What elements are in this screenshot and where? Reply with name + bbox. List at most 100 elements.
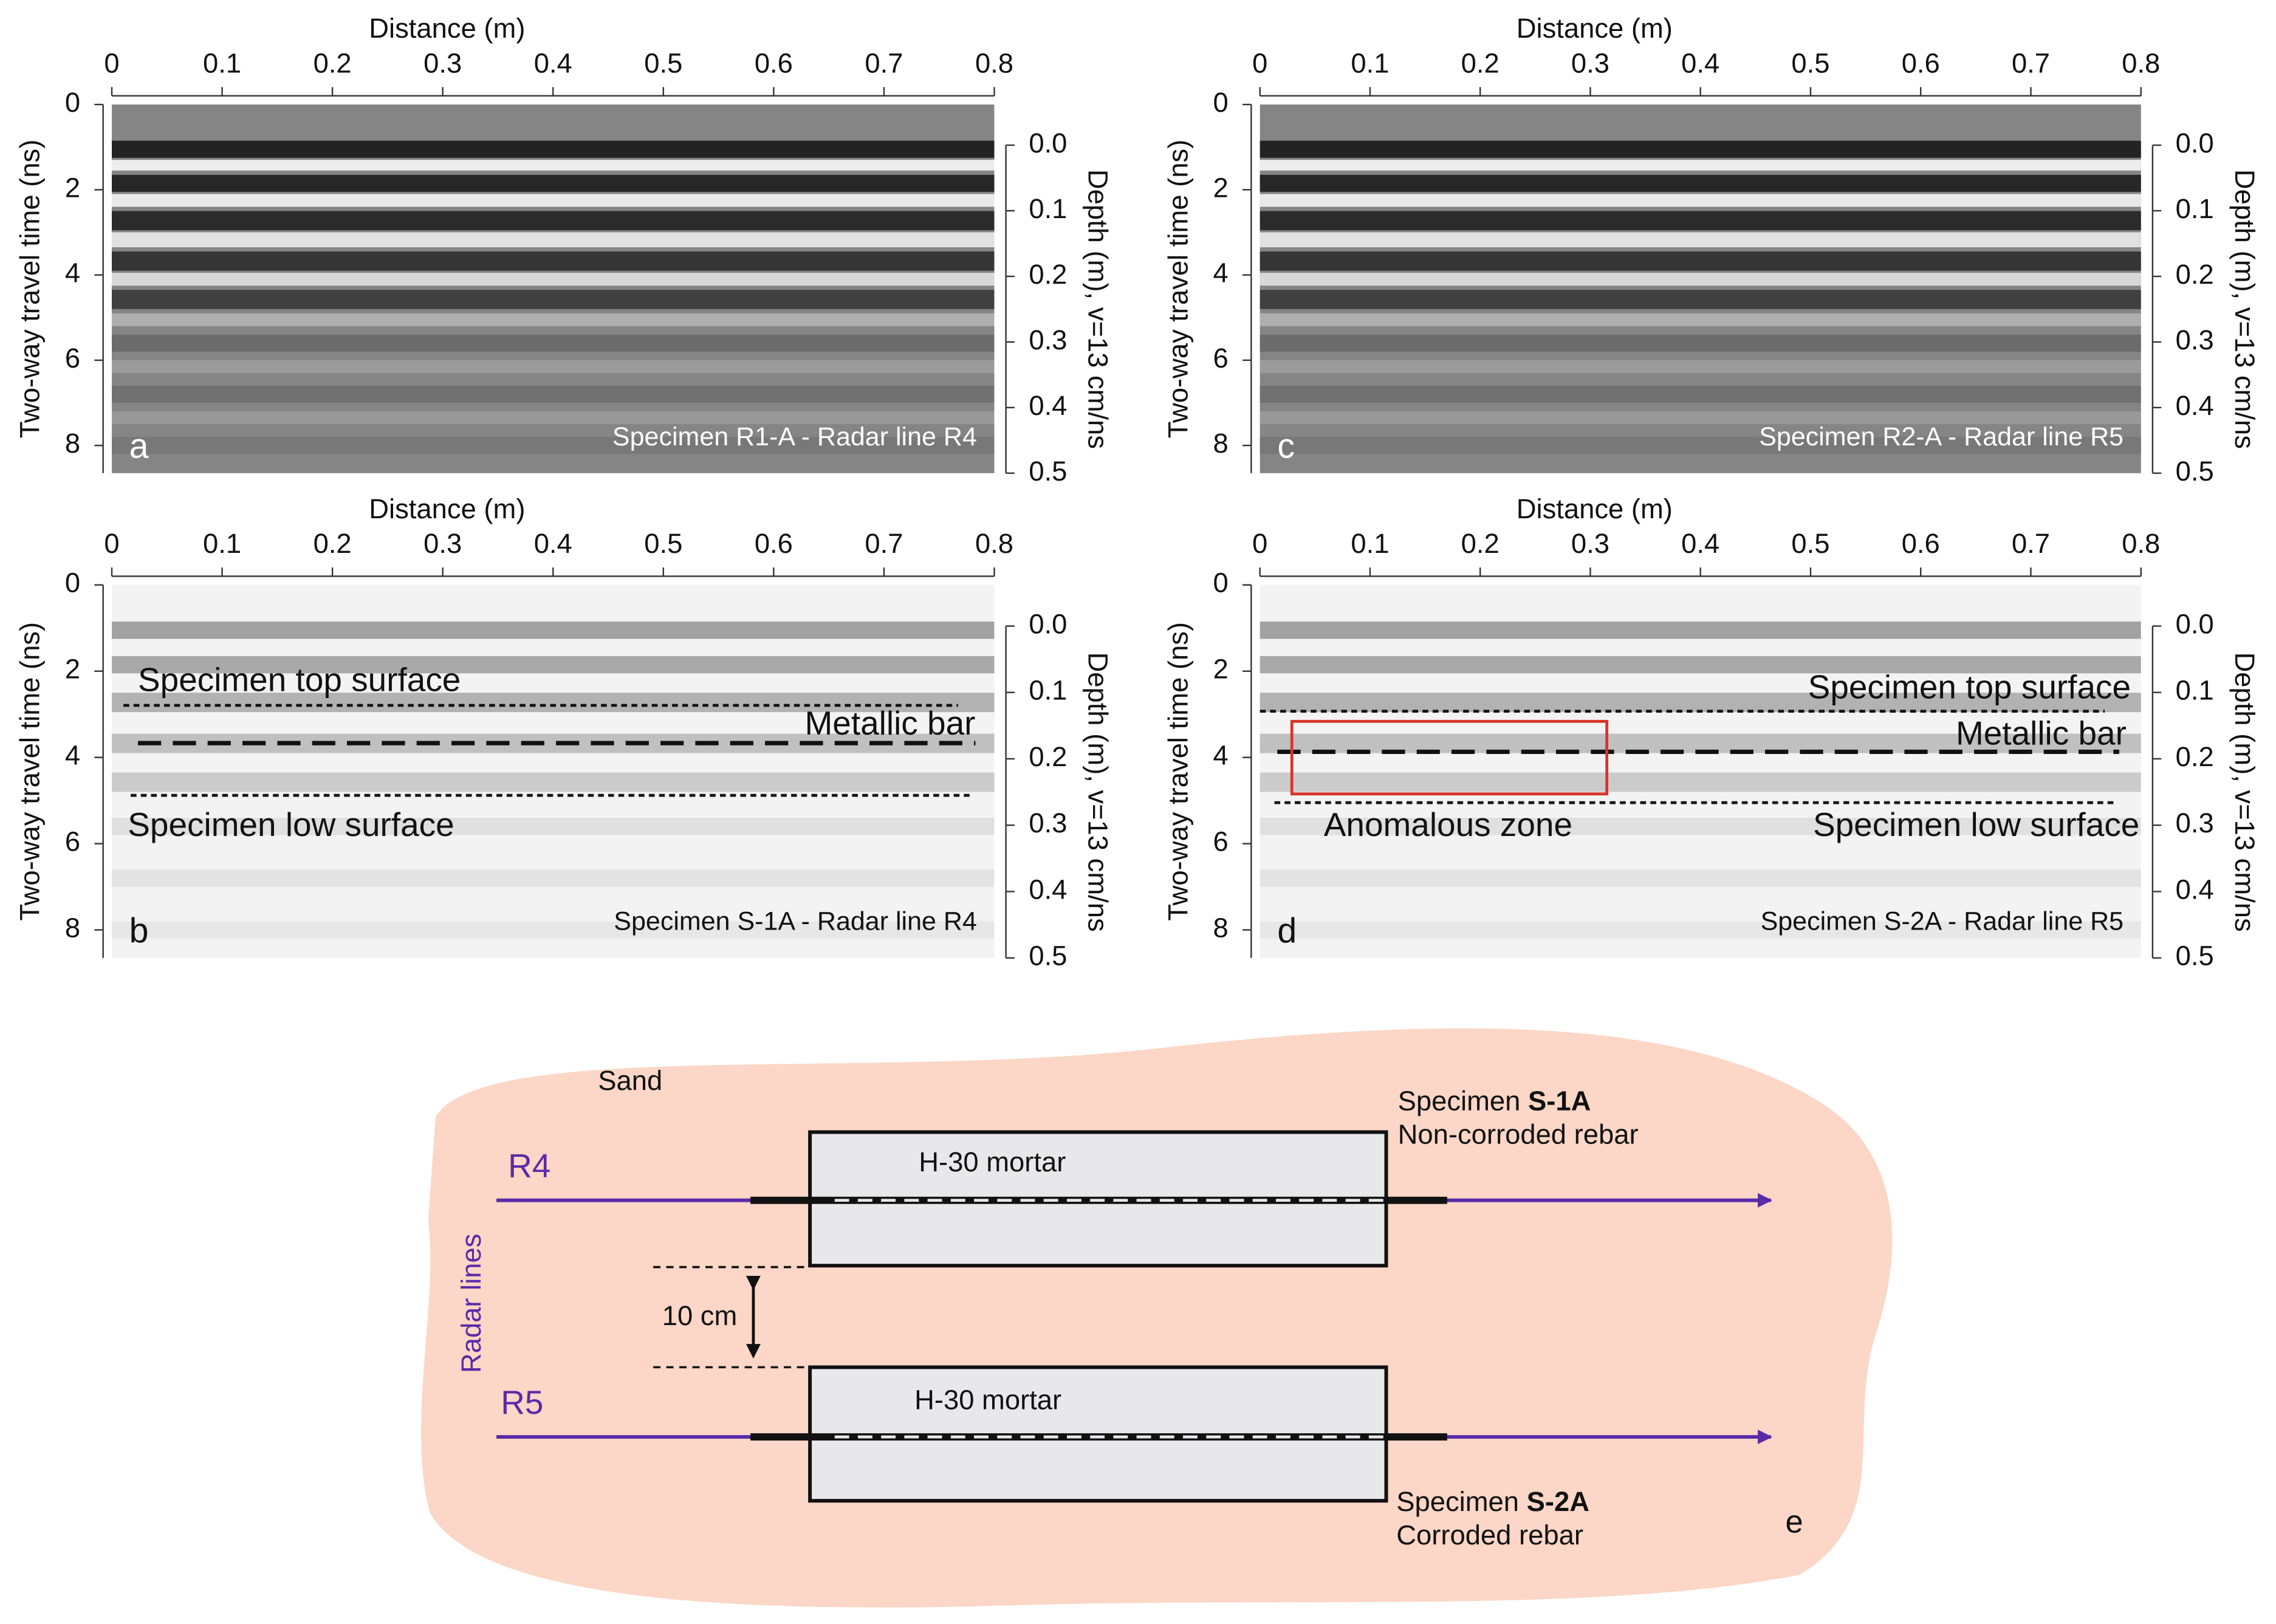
x-tick-label: 0 (104, 528, 119, 559)
reflection-band (112, 656, 995, 674)
reflection-band (112, 411, 995, 425)
radargram-image (1260, 584, 2141, 958)
y-tick-label: 2 (1213, 654, 1229, 685)
reflection-band (112, 194, 995, 207)
y2-tick-label: 0.5 (1029, 456, 1067, 487)
reflection-band (1260, 232, 2141, 248)
reflection-band (1260, 174, 2141, 192)
y-tick-label: 4 (1213, 258, 1229, 289)
annotation: Specimen low surface (1813, 806, 2139, 843)
y2-tick-label: 0.4 (1029, 390, 1067, 421)
y2-tick-label: 0.1 (2176, 675, 2214, 706)
reflection-band (112, 273, 995, 286)
reflection-band (112, 693, 995, 713)
specimen-id: S-2A (1527, 1486, 1589, 1517)
reflection-band (112, 232, 995, 248)
y2-tick-label: 0.1 (1029, 675, 1067, 706)
y-tick-label: 8 (65, 913, 80, 944)
y2-tick-label: 0.3 (2176, 807, 2214, 838)
reflection-band (112, 313, 995, 326)
x-tick-label: 0.6 (755, 47, 793, 78)
y2-tick-label: 0.0 (2176, 608, 2214, 639)
reflection-band (112, 385, 995, 403)
specimen-label: Specimen S-2A (1396, 1486, 1589, 1517)
y2-tick-label: 0.2 (2176, 741, 2214, 772)
reflection-band (1260, 334, 2141, 352)
y-tick-label: 8 (65, 428, 80, 459)
specimen-id: S-1A (1528, 1086, 1591, 1117)
x-tick-label: 0.2 (1461, 47, 1500, 78)
reflection-band (112, 437, 995, 454)
reflection-band (1260, 437, 2141, 454)
panel-label: a (129, 427, 149, 465)
y-axis-title: Two-way travel time (ns) (1162, 140, 1193, 439)
radargram-panel: 0 0.1 0.2 0.3 0.4 0.5 0.6 0.7 0.8 Distance (m) 0 2 4… (1162, 493, 2260, 971)
reflection-band (1260, 772, 2141, 792)
x-tick-label: 0.3 (1571, 47, 1609, 78)
x-tick-label: 0.3 (1571, 528, 1609, 559)
reflection-band (1260, 273, 2141, 286)
reflection-band (112, 140, 995, 158)
x-tick-label: 0.3 (423, 528, 462, 559)
reflection-band (112, 174, 995, 192)
y2-tick-label: 0.4 (1029, 874, 1067, 905)
x-tick-label: 0.8 (975, 528, 1013, 559)
x-tick-label: 0.4 (534, 47, 572, 78)
y-tick-label: 2 (65, 172, 80, 203)
reflection-band (1260, 656, 2141, 674)
panel-caption: Specimen S-2A - Radar line R5 (1761, 907, 2124, 936)
y2-axis-title: Depth (m), v=13 cm/ns (2229, 170, 2260, 449)
x-tick-label: 0.5 (644, 47, 682, 78)
x-tick-label: 0.2 (1461, 528, 1500, 559)
x-tick-label: 0.2 (314, 528, 352, 559)
y-tick-label: 6 (1213, 343, 1229, 374)
setup-diagram: Sand H-30 mortar H-30 mortar R4 R5 Radar… (420, 1028, 1893, 1608)
x-axis-title: Distance (m) (1517, 13, 1673, 44)
y2-tick-label: 0.5 (2176, 940, 2214, 971)
y2-tick-label: 0.0 (2176, 128, 2214, 159)
y2-tick-label: 0.5 (1029, 940, 1067, 971)
x-tick-label: 0.7 (865, 47, 903, 78)
y-tick-label: 0 (65, 87, 80, 118)
x-tick-label: 0.1 (1351, 528, 1389, 559)
radargram-image (112, 584, 995, 958)
y-tick-label: 8 (1213, 428, 1229, 459)
y-tick-label: 0 (1213, 567, 1229, 598)
panel-label: e (1785, 1504, 1803, 1540)
reflection-band (112, 334, 995, 352)
y-tick-label: 0 (65, 567, 80, 598)
y2-tick-label: 0.4 (2176, 390, 2214, 421)
reflection-band (1260, 160, 2141, 171)
reflection-band (1260, 818, 2141, 835)
panel-label: c (1277, 427, 1295, 465)
y2-tick-label: 0.1 (2176, 193, 2214, 224)
x-tick-label: 0.4 (1681, 528, 1719, 559)
line-label: R4 (508, 1147, 550, 1185)
y-tick-label: 4 (65, 740, 80, 771)
x-tick-label: 0.6 (1902, 47, 1940, 78)
y2-tick-label: 0.2 (2176, 259, 2214, 290)
reflection-band (1260, 693, 2141, 713)
y2-axis-title: Depth (m), v=13 cm/ns (1083, 652, 1114, 931)
x-tick-label: 0 (1252, 47, 1267, 78)
anomaly-box (1290, 719, 1609, 796)
panel-caption: Specimen R1-A - Radar line R4 (612, 422, 977, 451)
x-tick-label: 0.8 (2122, 528, 2160, 559)
reflection-band (112, 360, 995, 373)
y2-tick-label: 0.0 (1029, 128, 1067, 159)
x-tick-label: 0 (104, 47, 119, 78)
x-tick-label: 0.8 (975, 47, 1013, 78)
y-axis-title: Two-way travel time (ns) (15, 622, 46, 921)
x-tick-label: 0.6 (1902, 528, 1940, 559)
x-tick-label: 0.5 (644, 528, 682, 559)
reflection-band (112, 818, 995, 835)
y2-tick-label: 0.2 (1029, 741, 1067, 772)
x-tick-label: 0.7 (865, 528, 903, 559)
x-axis-title: Distance (m) (1517, 493, 1673, 524)
y2-tick-label: 0.3 (1029, 807, 1067, 838)
specimen-prefix: Specimen (1396, 1486, 1519, 1517)
sand-label: Sand (598, 1065, 662, 1096)
x-axis-title: Distance (m) (369, 13, 525, 44)
annotation: Specimen low surface (128, 806, 454, 843)
